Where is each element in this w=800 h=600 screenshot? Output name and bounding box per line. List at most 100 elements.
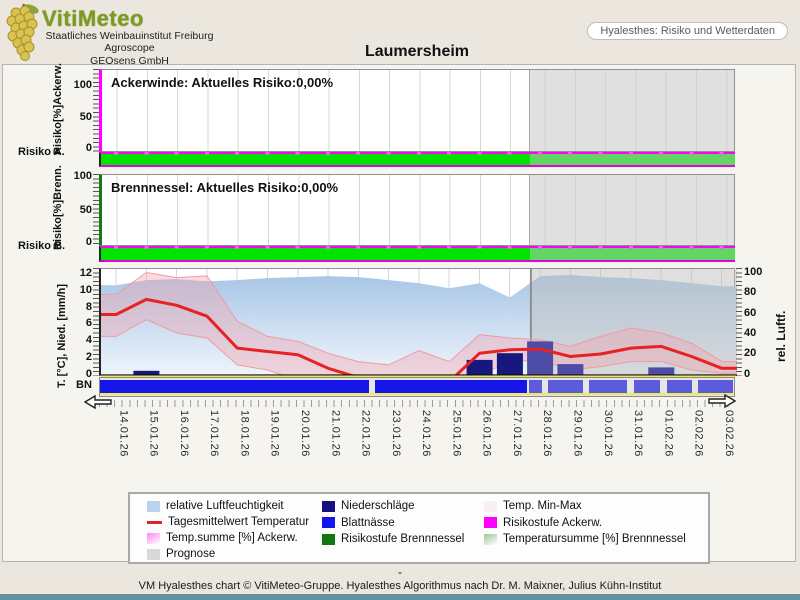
- weather-chart-svg: [101, 269, 737, 377]
- legend-item-label: Temp. Min-Max: [503, 500, 582, 513]
- risk-brenn-swatch-icon: [322, 533, 335, 545]
- precipitation-bar: [557, 364, 584, 375]
- humidity-swatch-icon: [147, 500, 160, 512]
- hyalesthes-mode-button[interactable]: Hyalesthes: Risiko und Wetterdaten: [587, 22, 788, 40]
- legend-item: Risikostufe Brennnessel: [322, 531, 484, 548]
- legend-item-label: Temp.summe [%] Ackerw.: [166, 532, 298, 544]
- legend-item-label: relative Luftfeuchtigkeit: [166, 500, 284, 512]
- date-label: 03.02.26: [722, 410, 735, 457]
- legend-item-label: Tagesmittelwert Temperatur: [168, 516, 310, 528]
- ackerwinde-tick-0: 0: [85, 142, 92, 154]
- weather-tick-6: 6: [85, 317, 92, 329]
- ackerwinde-risk-level-bar: [99, 152, 735, 167]
- prognose-region: [529, 175, 734, 245]
- brennnessel-panel-header: Brennnessel: Aktuelles Risiko:0,00%: [111, 180, 339, 195]
- precipitation-bar: [648, 367, 675, 375]
- leaf-wetness-segment: [528, 380, 542, 393]
- weather-tick-4: 4: [85, 334, 92, 346]
- leaf-wetness-segment: [633, 380, 661, 393]
- legend-column-1: relative Luftfeuchtigkeit Tagesmittelwert…: [130, 498, 322, 562]
- legend-item: Blattnässe: [322, 515, 484, 532]
- date-label: 29.01.26: [571, 410, 584, 457]
- date-label: 18.01.26: [238, 410, 251, 457]
- temp-line-swatch-icon: [147, 516, 162, 528]
- humidity-tick-20: 20: [744, 347, 757, 359]
- org-line-2: Agroscope: [104, 42, 155, 55]
- ackerwinde-axis-label: Risiko[%]Ackerw.: [52, 63, 64, 155]
- brennnessel-axis-label: Risiko[%]Brenn.: [52, 165, 64, 250]
- date-label: 20.01.26: [298, 410, 311, 457]
- brennnessel-risk-level-bar: [99, 246, 735, 262]
- header: VitiMeteo Staatliches Weinbauinstitut Fr…: [0, 0, 800, 67]
- brennnessel-tick-50: 50: [79, 204, 92, 216]
- minmax-swatch-icon: [484, 500, 497, 512]
- tempsum-ackerw-markers: [101, 152, 735, 155]
- leaf-wetness-segment: [100, 380, 369, 393]
- legend-item: Temperatursumme [%] Brennnessel: [484, 531, 708, 548]
- weather-left-minor-ticks: [93, 268, 99, 376]
- date-label: 21.01.26: [329, 410, 342, 457]
- precipitation-bar: [496, 353, 523, 375]
- legend-item-label: Temperatursumme [%] Brennnessel: [503, 533, 686, 546]
- brennnessel-minor-ticks: [93, 174, 99, 246]
- date-label: 16.01.26: [177, 410, 190, 457]
- date-label: 02.02.26: [692, 410, 705, 457]
- brennnessel-tick-0: 0: [85, 236, 92, 248]
- weather-left-axis-label: T. [°C], Nied. [mm/h]: [56, 283, 68, 388]
- ackerwinde-tick-100: 100: [73, 79, 92, 91]
- date-axis-labels: 14.01.26 15.01.26 16.01.26 17.01.26 18.01.26…: [99, 408, 735, 482]
- legend-column-3: Temp. Min-Max Risikostufe Ackerw. Temperat…: [484, 498, 708, 562]
- ackerwinde-minor-ticks: [93, 69, 99, 152]
- footer-dash: -: [398, 565, 402, 579]
- legend-item: relative Luftfeuchtigkeit: [147, 498, 322, 514]
- date-label: 27.01.26: [510, 410, 523, 457]
- leaf-wetness-track: [99, 377, 735, 397]
- scroll-right-arrow[interactable]: [708, 393, 736, 409]
- brennnessel-tick-100: 100: [73, 170, 92, 182]
- brennnessel-risk-plot: Brennnessel: Aktuelles Risiko:0,00%: [99, 174, 735, 246]
- precipitation-bar: [527, 341, 554, 375]
- date-label: 30.01.26: [601, 410, 614, 457]
- date-label: 31.01.26: [632, 410, 645, 457]
- risk-bar-forecast: [529, 154, 735, 165]
- legend-item: Risikostufe Ackerw.: [484, 515, 708, 532]
- legend-item-label: Niederschläge: [341, 500, 415, 513]
- legend-item-label: Risikostufe Brennnessel: [341, 533, 465, 546]
- weather-tick-8: 8: [85, 301, 92, 313]
- org-line-3: GEOsens GmbH: [90, 54, 169, 67]
- precipitation-bar: [466, 359, 493, 375]
- org-line-1: Staatliches Weinbauinstitut Freiburg: [45, 30, 214, 42]
- weather-tick-10: 10: [79, 284, 92, 296]
- date-label: 15.01.26: [147, 410, 160, 457]
- temp-mean-line: [101, 297, 737, 377]
- legend-column-2: Niederschläge Blattnässe Risikostufe Brenn…: [322, 498, 484, 562]
- legend-item: Tagesmittelwert Temperatur: [147, 514, 322, 530]
- leafwet-swatch-icon: [322, 517, 335, 529]
- ackerwinde-tick-50: 50: [79, 111, 92, 123]
- bn-label: BN: [76, 379, 92, 391]
- legend-item-label: Risikostufe Ackerw.: [503, 516, 603, 529]
- humidity-tick-100: 100: [744, 266, 763, 278]
- tempsum-brenn-markers: [101, 246, 735, 249]
- date-label: 23.01.26: [389, 410, 402, 457]
- temp-min-line: [101, 319, 737, 377]
- precipitation-bar: [133, 370, 160, 375]
- date-label: 17.01.26: [208, 410, 221, 457]
- legend-item: Temp. Min-Max: [484, 498, 708, 515]
- footer-credit: VM Hyalesthes chart © VitiMeteo-Gruppe. …: [138, 580, 662, 592]
- legend: relative Luftfeuchtigkeit Tagesmittelwert…: [128, 492, 710, 564]
- page-title: Laumersheim: [364, 43, 470, 60]
- logo-title: VitiMeteo: [42, 6, 144, 31]
- humidity-tick-60: 60: [744, 307, 757, 319]
- legend-item-label: Prognose: [166, 548, 216, 560]
- date-label: 24.01.26: [420, 410, 433, 457]
- leaf-wetness-segment: [698, 380, 733, 393]
- risiko-b-label: Risiko B.: [18, 240, 66, 252]
- legend-item: Temp.summe [%] Ackerw.: [147, 530, 322, 546]
- legend-item-label: Blattnässe: [341, 516, 395, 529]
- temp-max-line: [101, 271, 737, 366]
- weather-tick-2: 2: [85, 351, 92, 363]
- weather-tick-12: 12: [79, 267, 92, 279]
- footer-bar: [0, 594, 800, 600]
- scroll-left-arrow[interactable]: [84, 394, 112, 410]
